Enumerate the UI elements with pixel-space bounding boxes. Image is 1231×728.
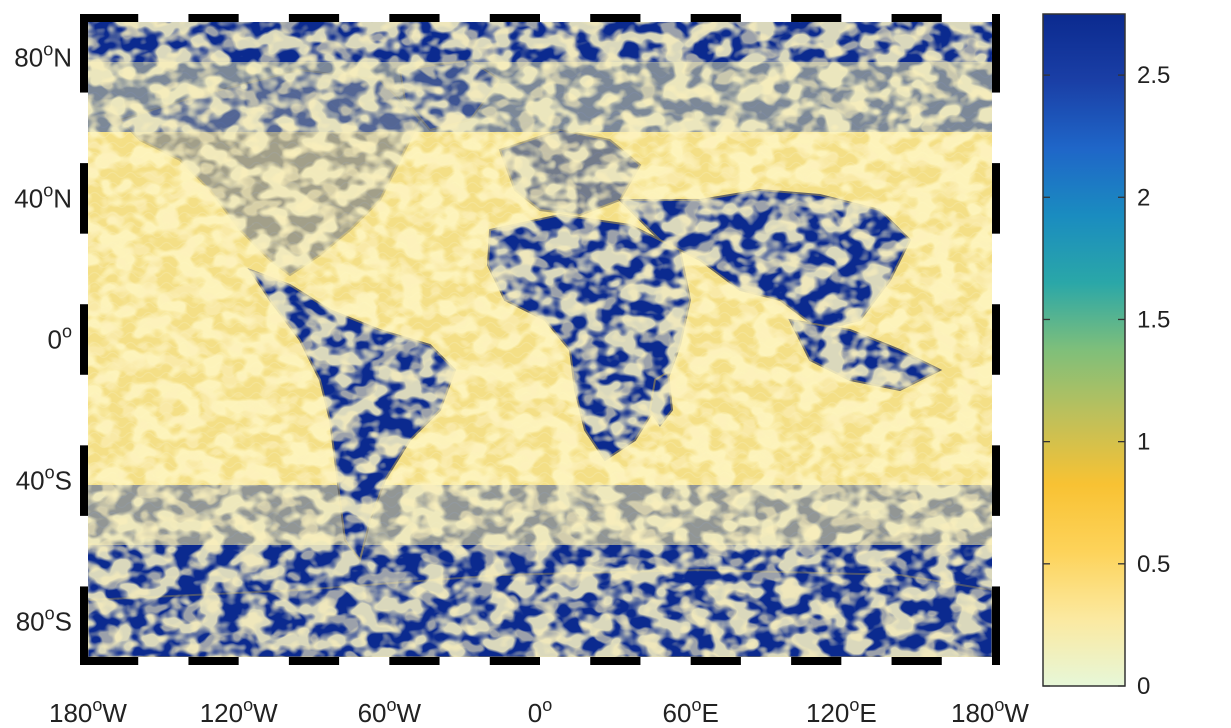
longitude-tick-label: 180oW: [49, 695, 127, 728]
frame-tick-top: [439, 14, 490, 22]
frame-tick-right: [992, 92, 1000, 164]
longitude-tick-label: 0o: [528, 695, 552, 728]
colorbar-tick-label: 2.5: [1137, 62, 1170, 89]
frame-tick-left: [80, 515, 88, 587]
map-plot-area: [88, 22, 992, 657]
frame-tick-bottom: [540, 657, 591, 665]
latitude-tick-label: 80oN: [14, 39, 72, 72]
frame-tick-bottom: [238, 657, 289, 665]
frame-tick-left: [80, 374, 88, 446]
longitude-tick-label: 120oW: [200, 695, 278, 728]
longitude-tick-label: 60oW: [358, 695, 422, 728]
colorbar-tick-label: 2: [1137, 184, 1150, 211]
frame-tick-right: [992, 374, 1000, 446]
frame-tick-top: [640, 14, 691, 22]
longitude-tick-label: 120oE: [806, 695, 877, 728]
frame-tick-bars: [80, 14, 1000, 665]
longitude-tick-labels: 180oW 120oW 60oW 0o 60oE 120oE 180oW: [49, 695, 1029, 728]
latitude-tick-label: 80oS: [16, 604, 72, 637]
colorbar-tick-label: 0: [1137, 673, 1150, 700]
frame-tick-top: [740, 14, 792, 22]
frame-tick-top: [138, 14, 189, 22]
frame-tick-top: [540, 14, 591, 22]
latitude-tick-label: 40oN: [14, 180, 72, 213]
frame-tick-right: [992, 515, 1000, 587]
frame-tick-left: [80, 233, 88, 305]
colorbar: 0 0.5 1 1.5 2 2.5: [1042, 13, 1170, 700]
colorbar-bar: [1042, 13, 1126, 687]
longitude-tick-label: 60oE: [663, 695, 719, 728]
frame-tick-top: [238, 14, 289, 22]
latitude-tick-label: 40oS: [16, 463, 72, 496]
frame-tick-right: [992, 233, 1000, 305]
frame-tick-bottom: [941, 657, 992, 665]
latitude-tick-label: 0o: [48, 322, 72, 355]
latitude-tick-labels: 80oN 40oN 0o 40oS 80oS: [14, 39, 72, 636]
frame-tick-top: [841, 14, 892, 22]
frame-tick-left: [80, 92, 88, 164]
colorbar-tick-label: 1.5: [1137, 306, 1170, 333]
map-frame: [80, 14, 1000, 665]
frame-tick-bottom: [339, 657, 390, 665]
frame-tick-bottom: [439, 657, 490, 665]
colorbar-ticks: 0 0.5 1 1.5 2 2.5: [1043, 62, 1170, 700]
colorbar-tick-label: 1: [1137, 429, 1150, 456]
frame-tick-bottom: [138, 657, 189, 665]
longitude-tick-label: 180oW: [951, 695, 1029, 728]
frame-tick-bottom: [640, 657, 691, 665]
frame-tick-bottom: [740, 657, 792, 665]
interference-pattern-2: [88, 22, 992, 657]
frame-tick-bottom: [841, 657, 892, 665]
frame-tick-top: [339, 14, 390, 22]
frame-tick-top: [941, 14, 992, 22]
colorbar-tick-label: 0.5: [1137, 551, 1170, 578]
